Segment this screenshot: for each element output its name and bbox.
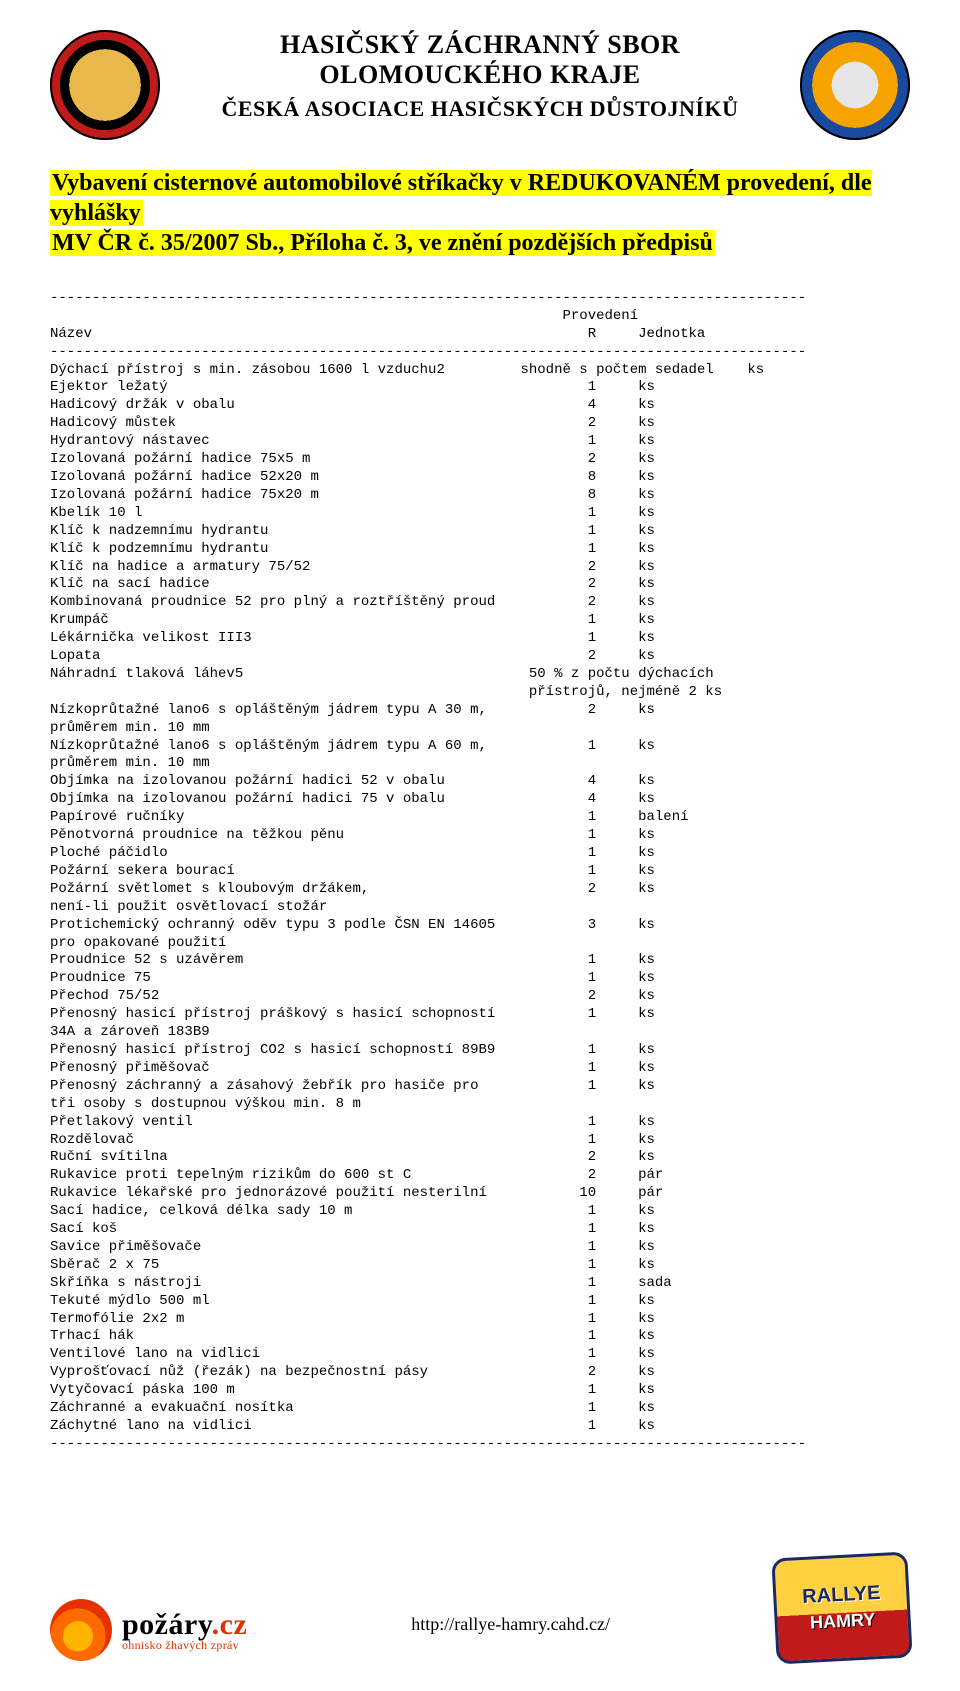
rallye-logo: RALLYE HAMRY: [771, 1552, 912, 1665]
header-title: HASIČSKÝ ZÁCHRANNÝ SBOR OLOMOUCKÉHO KRAJ…: [170, 30, 790, 90]
footer-url: http://rallye-hamry.cahd.cz/: [247, 1614, 774, 1635]
pozary-wordmark: požáry.cz: [122, 1608, 247, 1642]
flame-icon: [50, 1599, 112, 1661]
header-subtitle: ČESKÁ ASOCIACE HASIČSKÝCH DŮSTOJNÍKŮ: [170, 96, 790, 122]
logo-left: [50, 30, 160, 140]
page-footer: požáry.cz ohnisko žhavých zpráv http://r…: [50, 1555, 910, 1661]
highlight-line-1: Vybavení cisternové automobilové stříkač…: [50, 170, 872, 226]
rallye-line-2: HAMRY: [810, 1609, 876, 1633]
logo-right: [800, 30, 910, 140]
pozary-tagline: ohnisko žhavých zpráv: [122, 1638, 247, 1653]
footer-left-logo: požáry.cz ohnisko žhavých zpráv: [50, 1599, 247, 1661]
highlight-block: Vybavení cisternové automobilové stříkač…: [50, 168, 910, 258]
equipment-table: ----------------------------------------…: [50, 272, 910, 1454]
rallye-line-1: RALLYE: [802, 1582, 881, 1609]
highlight-line-2: MV ČR č. 35/2007 Sb., Příloha č. 3, ve z…: [50, 230, 715, 256]
page-header: HASIČSKÝ ZÁCHRANNÝ SBOR OLOMOUCKÉHO KRAJ…: [50, 30, 910, 140]
